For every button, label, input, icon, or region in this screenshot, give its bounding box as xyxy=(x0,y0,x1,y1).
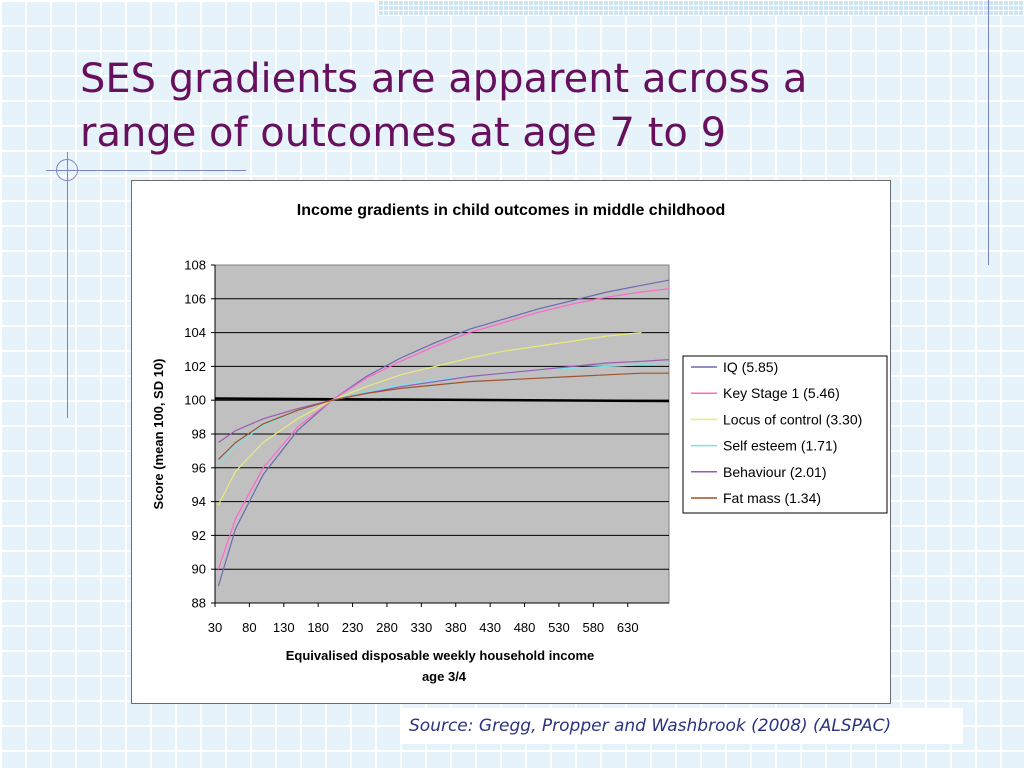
x-axis-label-line1: Equivalised disposable weekly household … xyxy=(286,648,594,663)
y-tick-label: 108 xyxy=(184,258,206,273)
legend-label-5: Fat mass (1.34) xyxy=(723,490,821,506)
y-tick-label: 88 xyxy=(192,596,206,611)
y-axis: 88 90 92 94 96 98 100 102 104 106 108 xyxy=(184,258,216,611)
x-tick-label: 580 xyxy=(582,620,604,635)
x-tick-label: 630 xyxy=(617,620,639,635)
x-tick-label: 280 xyxy=(376,620,398,635)
slide-title: SES gradients are apparent across a rang… xyxy=(80,52,900,160)
x-axis-label-line2: age 3/4 xyxy=(422,669,467,684)
y-tick-label: 104 xyxy=(184,325,206,340)
y-tick-label: 92 xyxy=(192,528,206,543)
chart-title: Income gradients in child outcomes in mi… xyxy=(297,202,725,219)
series-line-2 xyxy=(217,332,642,506)
y-tick-label: 94 xyxy=(192,494,206,509)
x-tick-label: 30 xyxy=(208,620,222,635)
y-tick-label: 106 xyxy=(184,291,206,306)
y-tick-label: 90 xyxy=(192,562,206,577)
chart-panel: Income gradients in child outcomes in mi… xyxy=(131,180,891,704)
x-tick-label: 380 xyxy=(445,620,467,635)
series-line-0 xyxy=(217,279,670,587)
legend-box xyxy=(682,355,888,514)
decorative-horizontal-line xyxy=(46,170,246,171)
series-line-4 xyxy=(218,359,670,443)
y-tick-label: 100 xyxy=(184,393,206,408)
decorative-vertical-line-left xyxy=(67,152,68,418)
x-tick-label: 180 xyxy=(307,620,329,635)
y-tick-label: 98 xyxy=(192,427,206,442)
legend: IQ (5.85) Key Stage 1 (5.46) Locus of cont… xyxy=(682,355,888,514)
source-citation: Source: Gregg, Propper and Washbrook (20… xyxy=(400,708,963,744)
slide-title-line1: SES gradients are apparent across a xyxy=(80,56,808,102)
x-axis: 30 80 130 180 230 280 330 380 430 480 530 580 630 xyxy=(208,602,669,635)
y-axis-label: Score (mean 100, SD 10) xyxy=(151,358,166,509)
legend-label-3: Self esteem (1.71) xyxy=(723,438,837,454)
series-line-1 xyxy=(217,288,670,570)
series-line-3 xyxy=(217,362,670,465)
legend-label-4: Behaviour (2.01) xyxy=(723,464,827,480)
decorative-vertical-line-right xyxy=(988,0,989,265)
legend-label-1: Key Stage 1 (5.46) xyxy=(723,385,840,401)
decorative-circle xyxy=(56,159,78,181)
x-tick-label: 430 xyxy=(479,620,501,635)
x-tick-label: 80 xyxy=(242,620,256,635)
x-tick-label: 530 xyxy=(548,620,570,635)
x-tick-label: 480 xyxy=(514,620,536,635)
slide-title-line2: range of outcomes at age 7 to 9 xyxy=(80,110,727,156)
legend-label-0: IQ (5.85) xyxy=(723,359,778,375)
legend-label-2: Locus of control (3.30) xyxy=(723,411,862,427)
x-tick-label: 330 xyxy=(411,620,433,635)
series-lines xyxy=(214,279,670,587)
y-tick-label: 96 xyxy=(192,460,206,475)
income-gradient-chart: Income gradients in child outcomes in mi… xyxy=(151,202,888,684)
reference-line-100 xyxy=(214,397,670,403)
x-tick-label: 230 xyxy=(342,620,364,635)
y-tick-label: 102 xyxy=(184,359,206,374)
series-line-5 xyxy=(217,372,669,460)
x-tick-label: 130 xyxy=(273,620,295,635)
decorative-top-strip xyxy=(378,0,1024,16)
